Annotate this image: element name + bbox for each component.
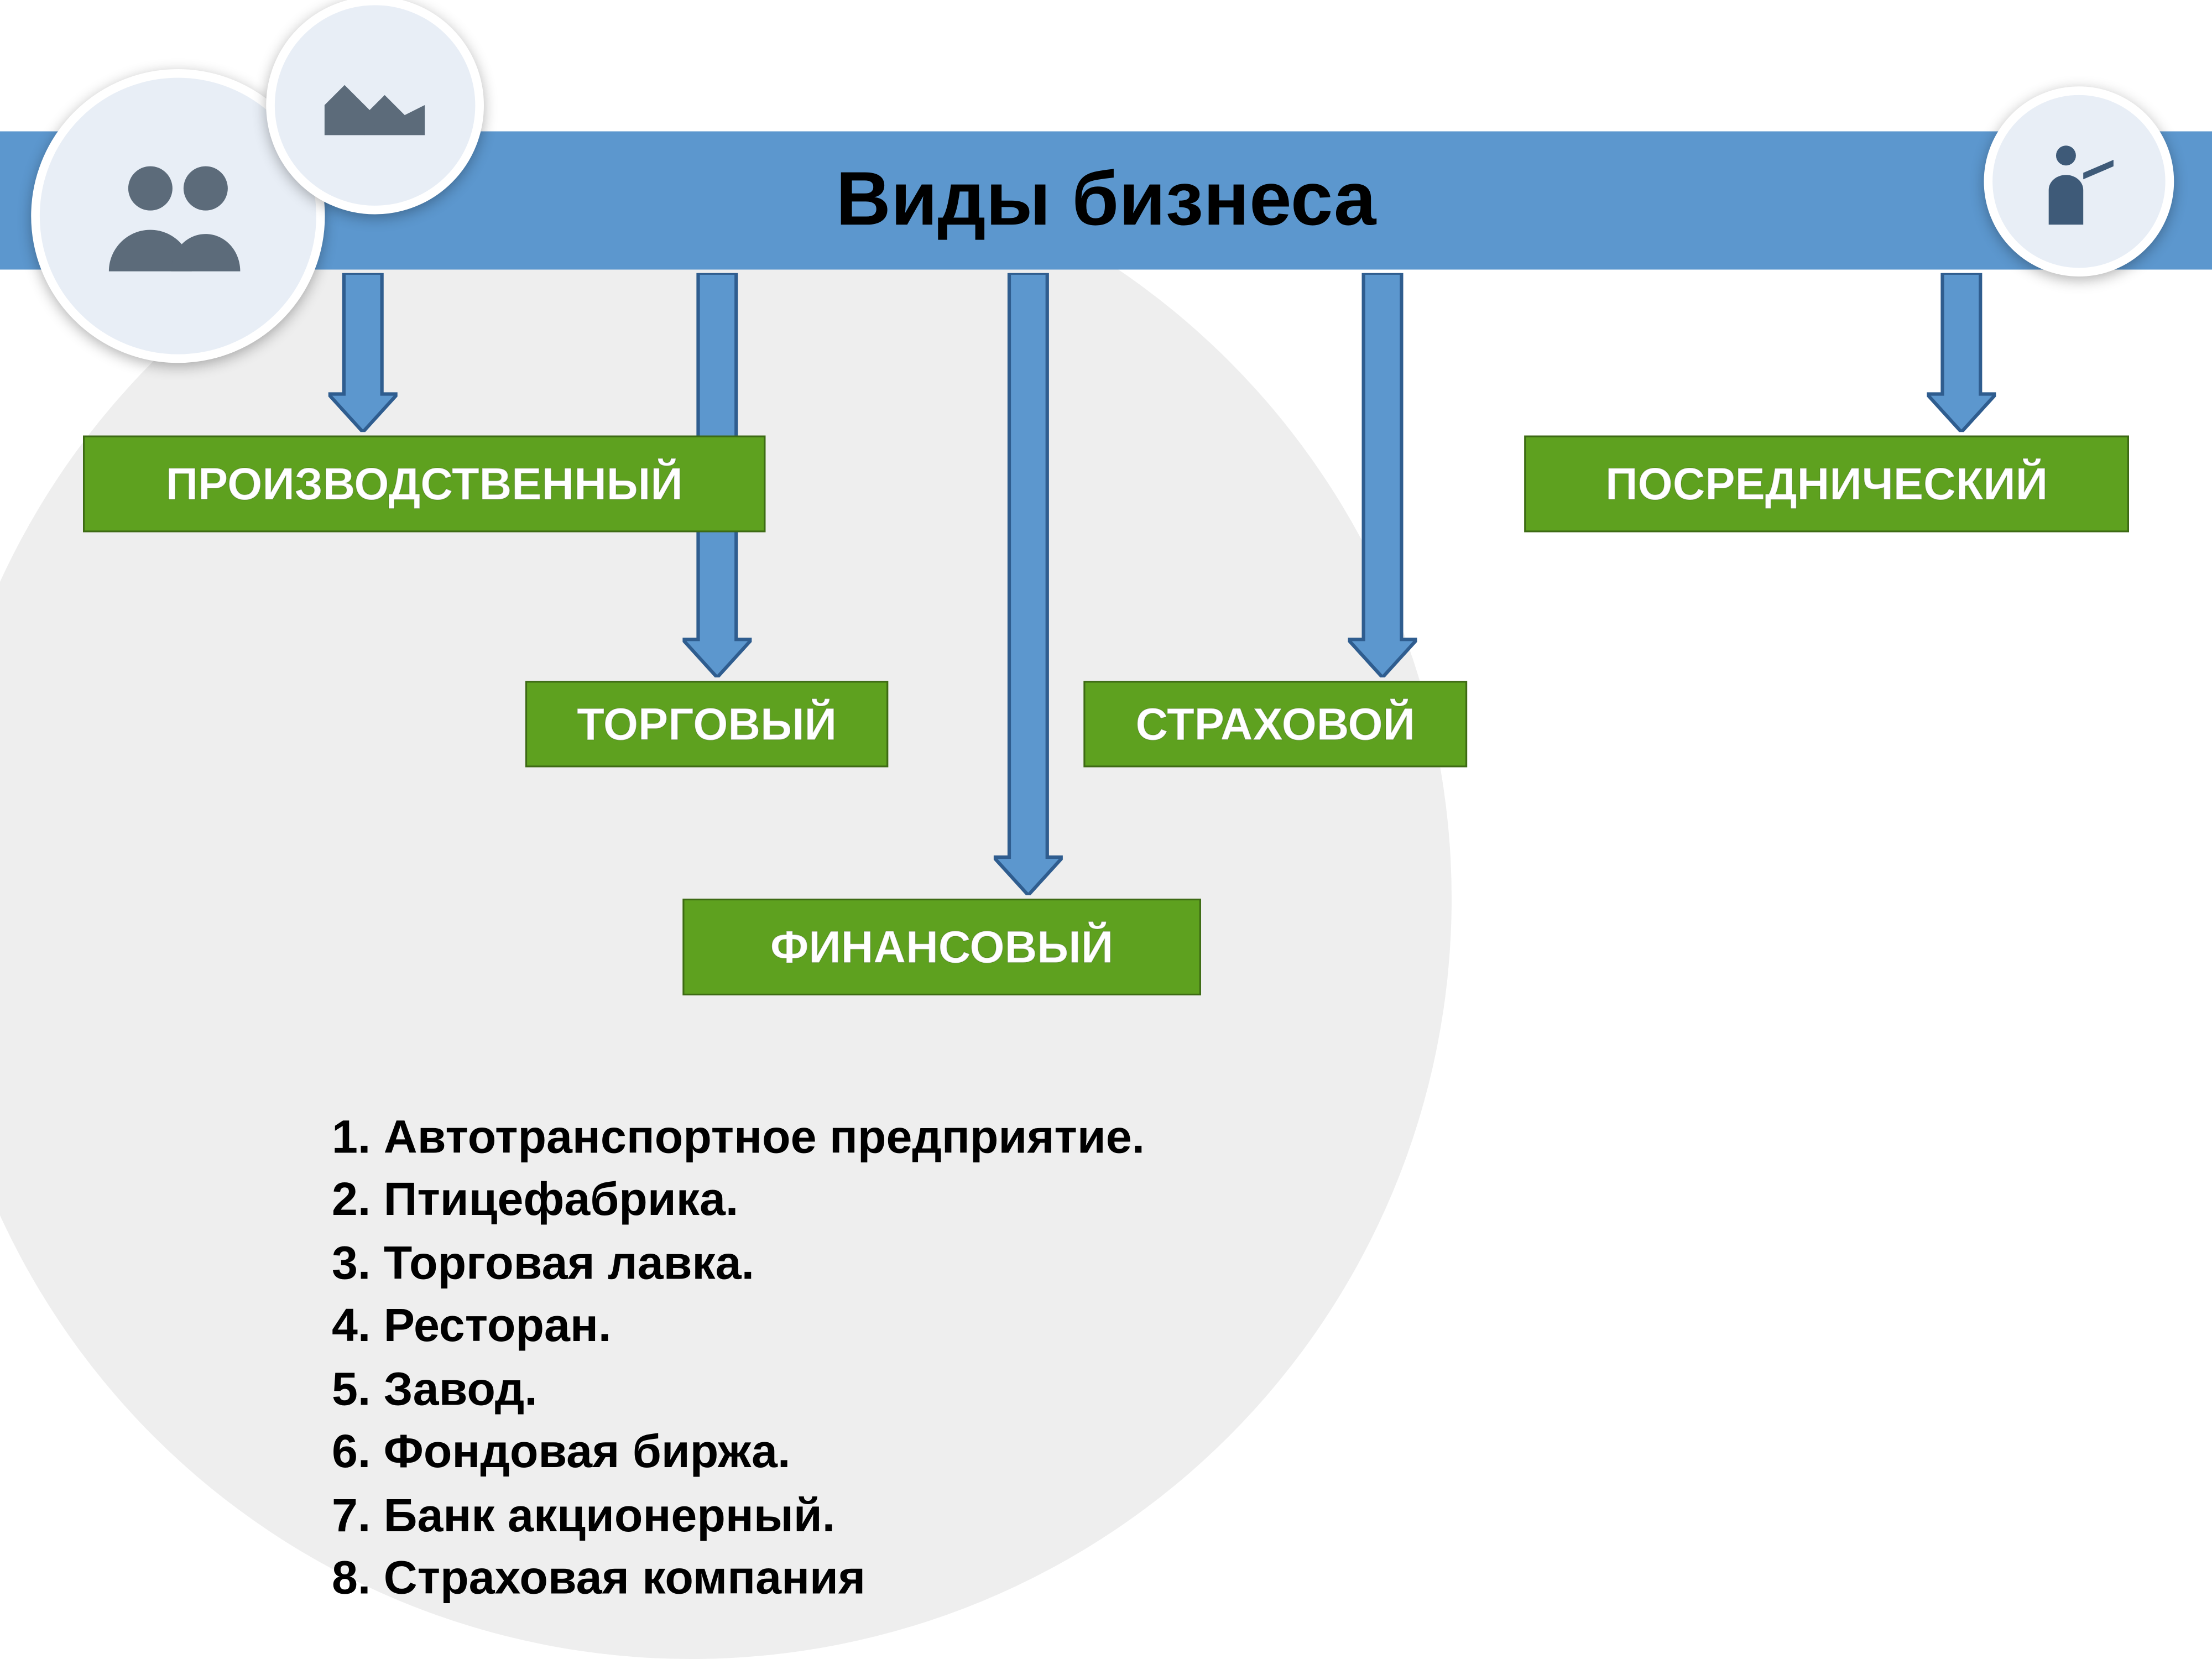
- arrow-to-financial: [994, 273, 1063, 895]
- handshake-icon: [266, 0, 484, 215]
- box-intermediary: ПОСРЕДНИЧЕСКИЙ: [1524, 436, 2129, 533]
- box-trading: ТОРГОВЫЙ: [525, 681, 888, 767]
- list-item: 7. Банк акционерный.: [332, 1484, 1145, 1547]
- box-production: ПРОИЗВОДСТВЕННЫЙ: [83, 436, 765, 533]
- box-insurance: СТРАХОВОЙ: [1083, 681, 1467, 767]
- box-label-financial: ФИНАНСОВЫЙ: [770, 920, 1113, 974]
- box-label-intermediary: ПОСРЕДНИЧЕСКИЙ: [1605, 457, 2048, 511]
- list-item: 3. Торговая лавка.: [332, 1232, 1145, 1295]
- list-item: 2. Птицефабрика.: [332, 1169, 1145, 1232]
- arrow-to-intermediary: [1927, 273, 1996, 432]
- box-label-production: ПРОИЗВОДСТВЕННЫЙ: [166, 457, 683, 511]
- box-financial: ФИНАНСОВЫЙ: [682, 899, 1201, 995]
- arrow-to-production: [328, 273, 398, 432]
- list-item: 8. Страховая компания: [332, 1547, 1145, 1610]
- arrow-to-insurance: [1348, 273, 1417, 677]
- list-item: 1. Автотранспортное предприятие.: [332, 1106, 1145, 1169]
- list-item: 6. Фондовая биржа.: [332, 1421, 1145, 1484]
- list-item: 4. Ресторан.: [332, 1295, 1145, 1358]
- presenter-icon: [1984, 86, 2174, 276]
- box-label-trading: ТОРГОВЫЙ: [577, 697, 837, 751]
- box-label-insurance: СТРАХОВОЙ: [1135, 697, 1415, 751]
- list-item: 5. Завод.: [332, 1358, 1145, 1421]
- examples-list: 1. Автотранспортное предприятие.2. Птице…: [332, 1106, 1145, 1610]
